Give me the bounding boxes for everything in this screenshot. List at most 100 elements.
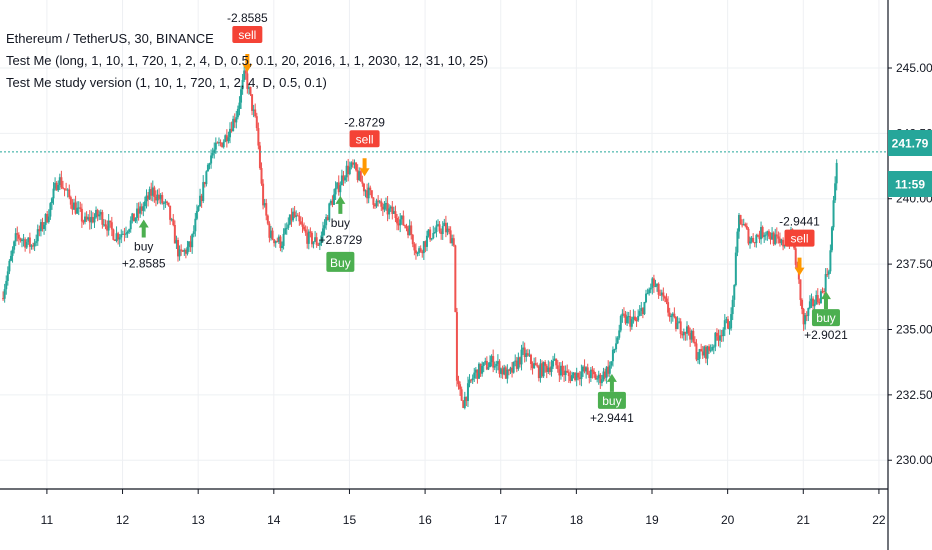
candle-body (632, 316, 635, 320)
candle-body (605, 366, 608, 378)
candle-body (572, 372, 575, 376)
candle-body (407, 228, 410, 236)
candle-body (774, 234, 777, 245)
candle-body (314, 237, 317, 242)
candle-body (328, 203, 331, 221)
candlesticks (2, 65, 838, 410)
candle-body (541, 363, 544, 377)
candle-body (607, 366, 610, 374)
buy-order-label: Buy (330, 256, 351, 270)
candle-body (463, 396, 466, 408)
candle-body (801, 299, 804, 310)
candle-body (307, 231, 310, 244)
candle-body (778, 238, 781, 244)
candle-body (700, 349, 703, 352)
candle-body (236, 108, 239, 118)
candle-body (90, 216, 93, 223)
candle-body (624, 314, 627, 324)
candle-body (159, 195, 162, 200)
candle-body (6, 271, 9, 281)
candle-body (438, 224, 441, 232)
candle-body (819, 291, 822, 304)
sell-badge (232, 26, 263, 44)
y-tick-label: 235.00 (896, 322, 932, 336)
buy-label: buy (816, 311, 835, 325)
indicator-test-me[interactable]: Test Me (long, 1, 10, 1, 720, 1, 2, 4, D… (6, 53, 489, 68)
candle-body (186, 246, 189, 254)
candle-body (205, 171, 208, 185)
candle-body (224, 135, 227, 142)
candle-body (274, 241, 277, 244)
candle-body (548, 367, 551, 373)
candle-body (619, 316, 622, 331)
candle-body (805, 315, 808, 317)
candle-body (512, 361, 515, 373)
candle-body (263, 203, 266, 206)
candle-body (385, 203, 388, 205)
candle-body (829, 250, 832, 272)
trade-signals: buy +2.8585 -2.8585 sell buy +2.8729 Buy -2.872… (122, 11, 848, 425)
candle-body (764, 234, 767, 236)
candle-body (591, 369, 594, 372)
candle-body (348, 166, 351, 175)
buy-profit-value: +2.9021 (804, 328, 848, 342)
candle-body (132, 213, 135, 222)
candle-body (61, 187, 64, 189)
candle-body (36, 229, 39, 242)
candle-body (835, 162, 838, 184)
candle-body (681, 333, 684, 336)
candle-body (82, 221, 85, 223)
candle-body (355, 162, 358, 171)
candle-body (712, 346, 715, 348)
x-tick-label: 12 (116, 513, 130, 527)
time-axis[interactable]: 11 12 13 14 15 16 17 18 19 20 21 22 (41, 489, 886, 527)
candle-body (148, 189, 151, 200)
candle-body (756, 235, 759, 237)
candle-body (147, 195, 150, 200)
candle-body (20, 240, 23, 242)
candle-body (262, 183, 265, 206)
candle-body (310, 232, 313, 245)
candle-body (50, 198, 53, 204)
candle-body (531, 363, 534, 369)
candle-body (281, 245, 284, 248)
candle-body (574, 372, 577, 381)
candle-body (719, 335, 722, 341)
candle-body (430, 238, 433, 240)
candle-body (180, 249, 183, 251)
candle-body (701, 351, 704, 356)
candle-body (396, 218, 399, 224)
symbol-title[interactable]: Ethereum / TetherUS, 30, BINANCE (6, 31, 214, 46)
candle-body (238, 102, 241, 109)
candle-body (728, 328, 731, 330)
candle-body (125, 233, 128, 235)
candle-body (273, 239, 276, 244)
candle-body (88, 217, 91, 223)
candle-body (627, 316, 630, 318)
candle-body (441, 226, 444, 235)
candle-body (749, 241, 752, 244)
candle-body (684, 331, 687, 334)
buy-profit-value: +2.9441 (590, 411, 634, 425)
candle-body (290, 214, 293, 221)
sell-badge (349, 130, 380, 148)
candle-body (736, 231, 739, 253)
candle-body (597, 374, 600, 379)
candle-body (46, 214, 49, 223)
candle-body (730, 314, 733, 329)
candle-body (630, 319, 633, 327)
candle-body (271, 230, 274, 240)
candle-body (668, 312, 671, 318)
candle-body (329, 200, 332, 204)
candle-body (457, 380, 460, 385)
candle-body (777, 236, 780, 239)
candle-body (618, 330, 621, 338)
candle-body (225, 135, 228, 142)
candle-body (54, 182, 57, 189)
candle-body (312, 241, 315, 245)
candle-body (55, 182, 58, 191)
indicator-test-me-study[interactable]: Test Me study version (1, 10, 1, 720, 1,… (6, 75, 327, 90)
candle-body (388, 208, 391, 215)
candle-body (200, 195, 203, 202)
